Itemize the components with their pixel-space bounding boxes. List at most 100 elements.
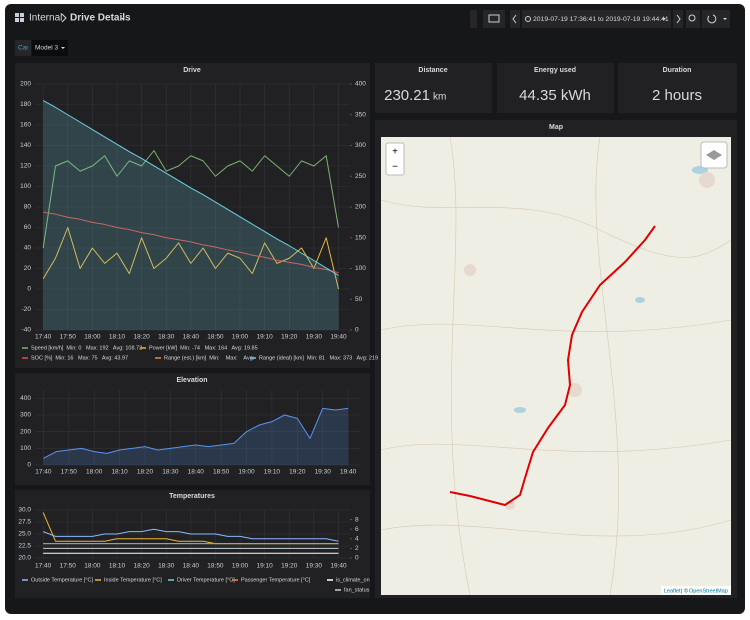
x-tick-label: 19:30 [306, 334, 323, 341]
y-tick-label: 140 [20, 142, 31, 149]
x-tick-label: 18:30 [158, 563, 175, 570]
map-roads [380, 136, 732, 596]
breadcrumb[interactable]: Internal [29, 13, 62, 24]
stat-title: Distance [418, 67, 447, 74]
caret [662, 18, 666, 20]
variable-select[interactable] [32, 40, 68, 56]
y-tick-label: 20.0 [18, 555, 31, 562]
y-tick-label: 120 [20, 163, 31, 170]
panel [15, 373, 370, 485]
x-tick-label: 17:40 [35, 563, 52, 570]
legend-swatch [22, 357, 28, 359]
y-tick-label: 20 [24, 265, 32, 272]
y2-tick-label: 350 [355, 111, 366, 118]
y-tick-label: 0 [27, 286, 31, 293]
legend-swatch [22, 347, 28, 349]
y2-tick-label: 4 [355, 536, 359, 543]
y-tick-label: 200 [20, 81, 31, 88]
y-tick-label: 27.5 [18, 519, 31, 526]
layers-icon [706, 150, 722, 160]
zoom-in[interactable]: + [392, 147, 398, 158]
map[interactable]: + − Leaflet | © OpenStreetMap [380, 136, 732, 596]
x-tick-label: 18:40 [188, 469, 205, 476]
legend-label: Inside Temperature [°C] [104, 577, 162, 583]
legend-stats: Min: 0 Max: 192 Avg: 108.72 [66, 345, 142, 351]
map-background [381, 137, 731, 595]
y2-tick-label: 50 [355, 296, 363, 303]
x-tick-label: 17:50 [60, 334, 77, 341]
y-tick-label: 180 [20, 101, 31, 108]
zoom-button[interactable] [686, 10, 700, 28]
x-tick-label: 19:00 [232, 563, 249, 570]
header: Internal Drive Details 2019-07-19 17:36:… [15, 10, 730, 28]
forward-button[interactable] [673, 10, 683, 28]
y-tick-label: 100 [20, 445, 31, 452]
zoom-out[interactable]: − [392, 162, 398, 173]
tv-button[interactable] [483, 10, 505, 28]
y2-tick-label: 2 [355, 545, 359, 552]
time-picker[interactable] [522, 10, 671, 28]
area [43, 100, 339, 330]
x-tick-label: 19:20 [289, 469, 306, 476]
back-button[interactable] [510, 10, 520, 28]
zoom-icon [688, 14, 696, 22]
map-title: Map [549, 124, 563, 131]
y2-tick-label: 300 [355, 142, 366, 149]
legend-swatch [140, 347, 146, 349]
x-tick-label: 19:40 [330, 334, 347, 341]
caret [121, 18, 125, 20]
x-tick-label: 17:50 [60, 563, 77, 570]
y-tick-label: 80 [24, 204, 32, 211]
panel [15, 63, 370, 368]
y-tick-label: 60 [24, 224, 32, 231]
x-tick-label: 18:00 [84, 334, 101, 341]
series-line [43, 211, 339, 274]
y-tick-label: 0 [27, 462, 31, 469]
x-tick-label: 18:20 [137, 469, 154, 476]
y-tick-label: 200 [20, 428, 31, 435]
caret [61, 47, 65, 49]
x-tick-label: 18:50 [213, 469, 230, 476]
dashboard-title[interactable]: Drive Details [70, 13, 131, 24]
legend-swatch [22, 579, 28, 581]
y2-tick-label: 8 [355, 516, 359, 523]
y-tick-label: 300 [20, 412, 31, 419]
legend-swatch [232, 579, 238, 581]
attribution-box [661, 586, 731, 595]
x-tick-label: 18:50 [207, 563, 224, 570]
legend-label: is_climate_on [336, 577, 370, 583]
attribution-source[interactable]: OpenStreetMap [689, 588, 728, 594]
y2-tick-label: 0 [355, 327, 359, 334]
legend-swatch [335, 589, 341, 591]
legend-swatch [327, 579, 333, 581]
stat-title: Duration [663, 67, 692, 74]
time-range: 2019-07-19 17:36:41 to 2019-07-19 19:44:… [533, 16, 669, 23]
stat-value: 44.35 kWh [519, 87, 591, 104]
refresh-icon [707, 14, 717, 24]
clock-icon [525, 16, 531, 22]
attribution-link[interactable]: Leaflet [664, 588, 681, 594]
x-tick-label: 19:30 [306, 563, 323, 570]
button[interactable] [470, 10, 477, 28]
x-tick-label: 18:10 [111, 469, 128, 476]
x-tick-label: 19:10 [257, 563, 274, 570]
series-line [42, 528, 339, 542]
x-tick-label: 19:40 [340, 469, 357, 476]
stat-value: 230.21 [384, 87, 430, 104]
y2-tick-label: 6 [355, 526, 359, 533]
x-tick-label: 19:20 [281, 563, 298, 570]
x-tick-label: 17:40 [35, 334, 52, 341]
x-tick-label: 19:30 [315, 469, 332, 476]
zoom-control [385, 142, 405, 176]
x-tick-label: 19:00 [238, 469, 255, 476]
grid-icon [15, 13, 24, 22]
legend-swatch [168, 579, 174, 581]
y-tick-label: 160 [20, 122, 31, 129]
x-tick-label: 19:10 [257, 334, 274, 341]
x-tick-label: 19:40 [330, 563, 347, 570]
legend-swatch [155, 357, 161, 359]
x-tick-label: 18:30 [158, 334, 175, 341]
y2-tick-label: 200 [355, 204, 366, 211]
legend-stats: Min: -74 Max: 164 Avg: 19.85 [180, 345, 258, 351]
